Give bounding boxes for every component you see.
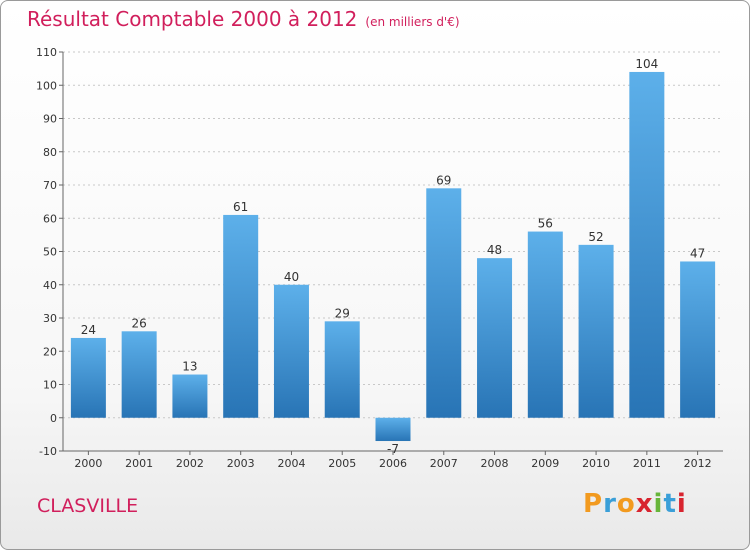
bar [121,331,157,418]
data-label: 61 [233,200,248,214]
y-tick-label: 60 [43,212,57,225]
data-label: -7 [387,442,399,456]
logo-letter: o [616,489,636,519]
x-tick-label: 2012 [684,457,712,470]
chart-title: Résultat Comptable 2000 à 2012 (en millie… [27,7,460,31]
y-tick-label: 30 [43,312,57,325]
x-tick-label: 2000 [74,457,102,470]
data-label: 29 [335,306,350,320]
logo-letter: x [635,489,654,519]
x-tick-label: 2009 [531,457,559,470]
bar [273,284,309,418]
bar [426,188,462,418]
proxiti-logo: Proxiti [583,489,687,519]
x-tick-label: 2006 [379,457,407,470]
data-label: 56 [538,217,553,231]
x-tick-label: 2008 [481,457,509,470]
data-label: 104 [635,57,658,71]
bar [375,417,411,442]
y-tick-label: 20 [43,345,57,358]
data-label: 24 [81,323,96,337]
x-tick-label: 2004 [277,457,305,470]
x-tick-label: 2002 [176,457,204,470]
bar [172,374,208,418]
y-tick-label: 110 [36,46,57,59]
bar [578,244,614,418]
data-label: 26 [132,316,147,330]
data-label: 48 [487,243,502,257]
bar [477,258,513,418]
logo-letter: i [653,489,664,519]
logo-letter: t [663,489,677,519]
x-tick-label: 2010 [582,457,610,470]
logo-letter: P [583,489,604,519]
y-tick-label: 70 [43,179,57,192]
bar [629,71,665,418]
y-tick-label: 10 [43,379,57,392]
town-name: CLASVILLE [37,495,139,517]
x-tick-label: 2003 [227,457,255,470]
data-label: 40 [284,270,299,284]
y-tick-label: 100 [36,79,57,92]
logo-letter: r [603,489,617,519]
bar [680,261,716,418]
data-label: 47 [690,246,705,260]
x-tick-label: 2005 [328,457,356,470]
y-tick-label: 50 [43,246,57,259]
bar [324,321,360,418]
y-tick-label: 0 [50,412,57,425]
bar [70,337,106,418]
logo-letter: i [676,489,687,519]
data-label: 69 [436,173,451,187]
bar [527,231,563,418]
x-tick-label: 2001 [125,457,153,470]
x-tick-label: 2011 [633,457,661,470]
bar [223,214,259,418]
data-label: 52 [588,230,603,244]
chart-subtitle: (en milliers d'€) [365,15,460,29]
data-label: 13 [182,360,197,374]
y-tick-label: 90 [43,113,57,126]
chart-title-text: Résultat Comptable 2000 à 2012 [27,7,358,31]
y-tick-label: 80 [43,146,57,159]
y-tick-label: 40 [43,279,57,292]
y-tick-label: -10 [39,445,57,458]
x-tick-label: 2007 [430,457,458,470]
